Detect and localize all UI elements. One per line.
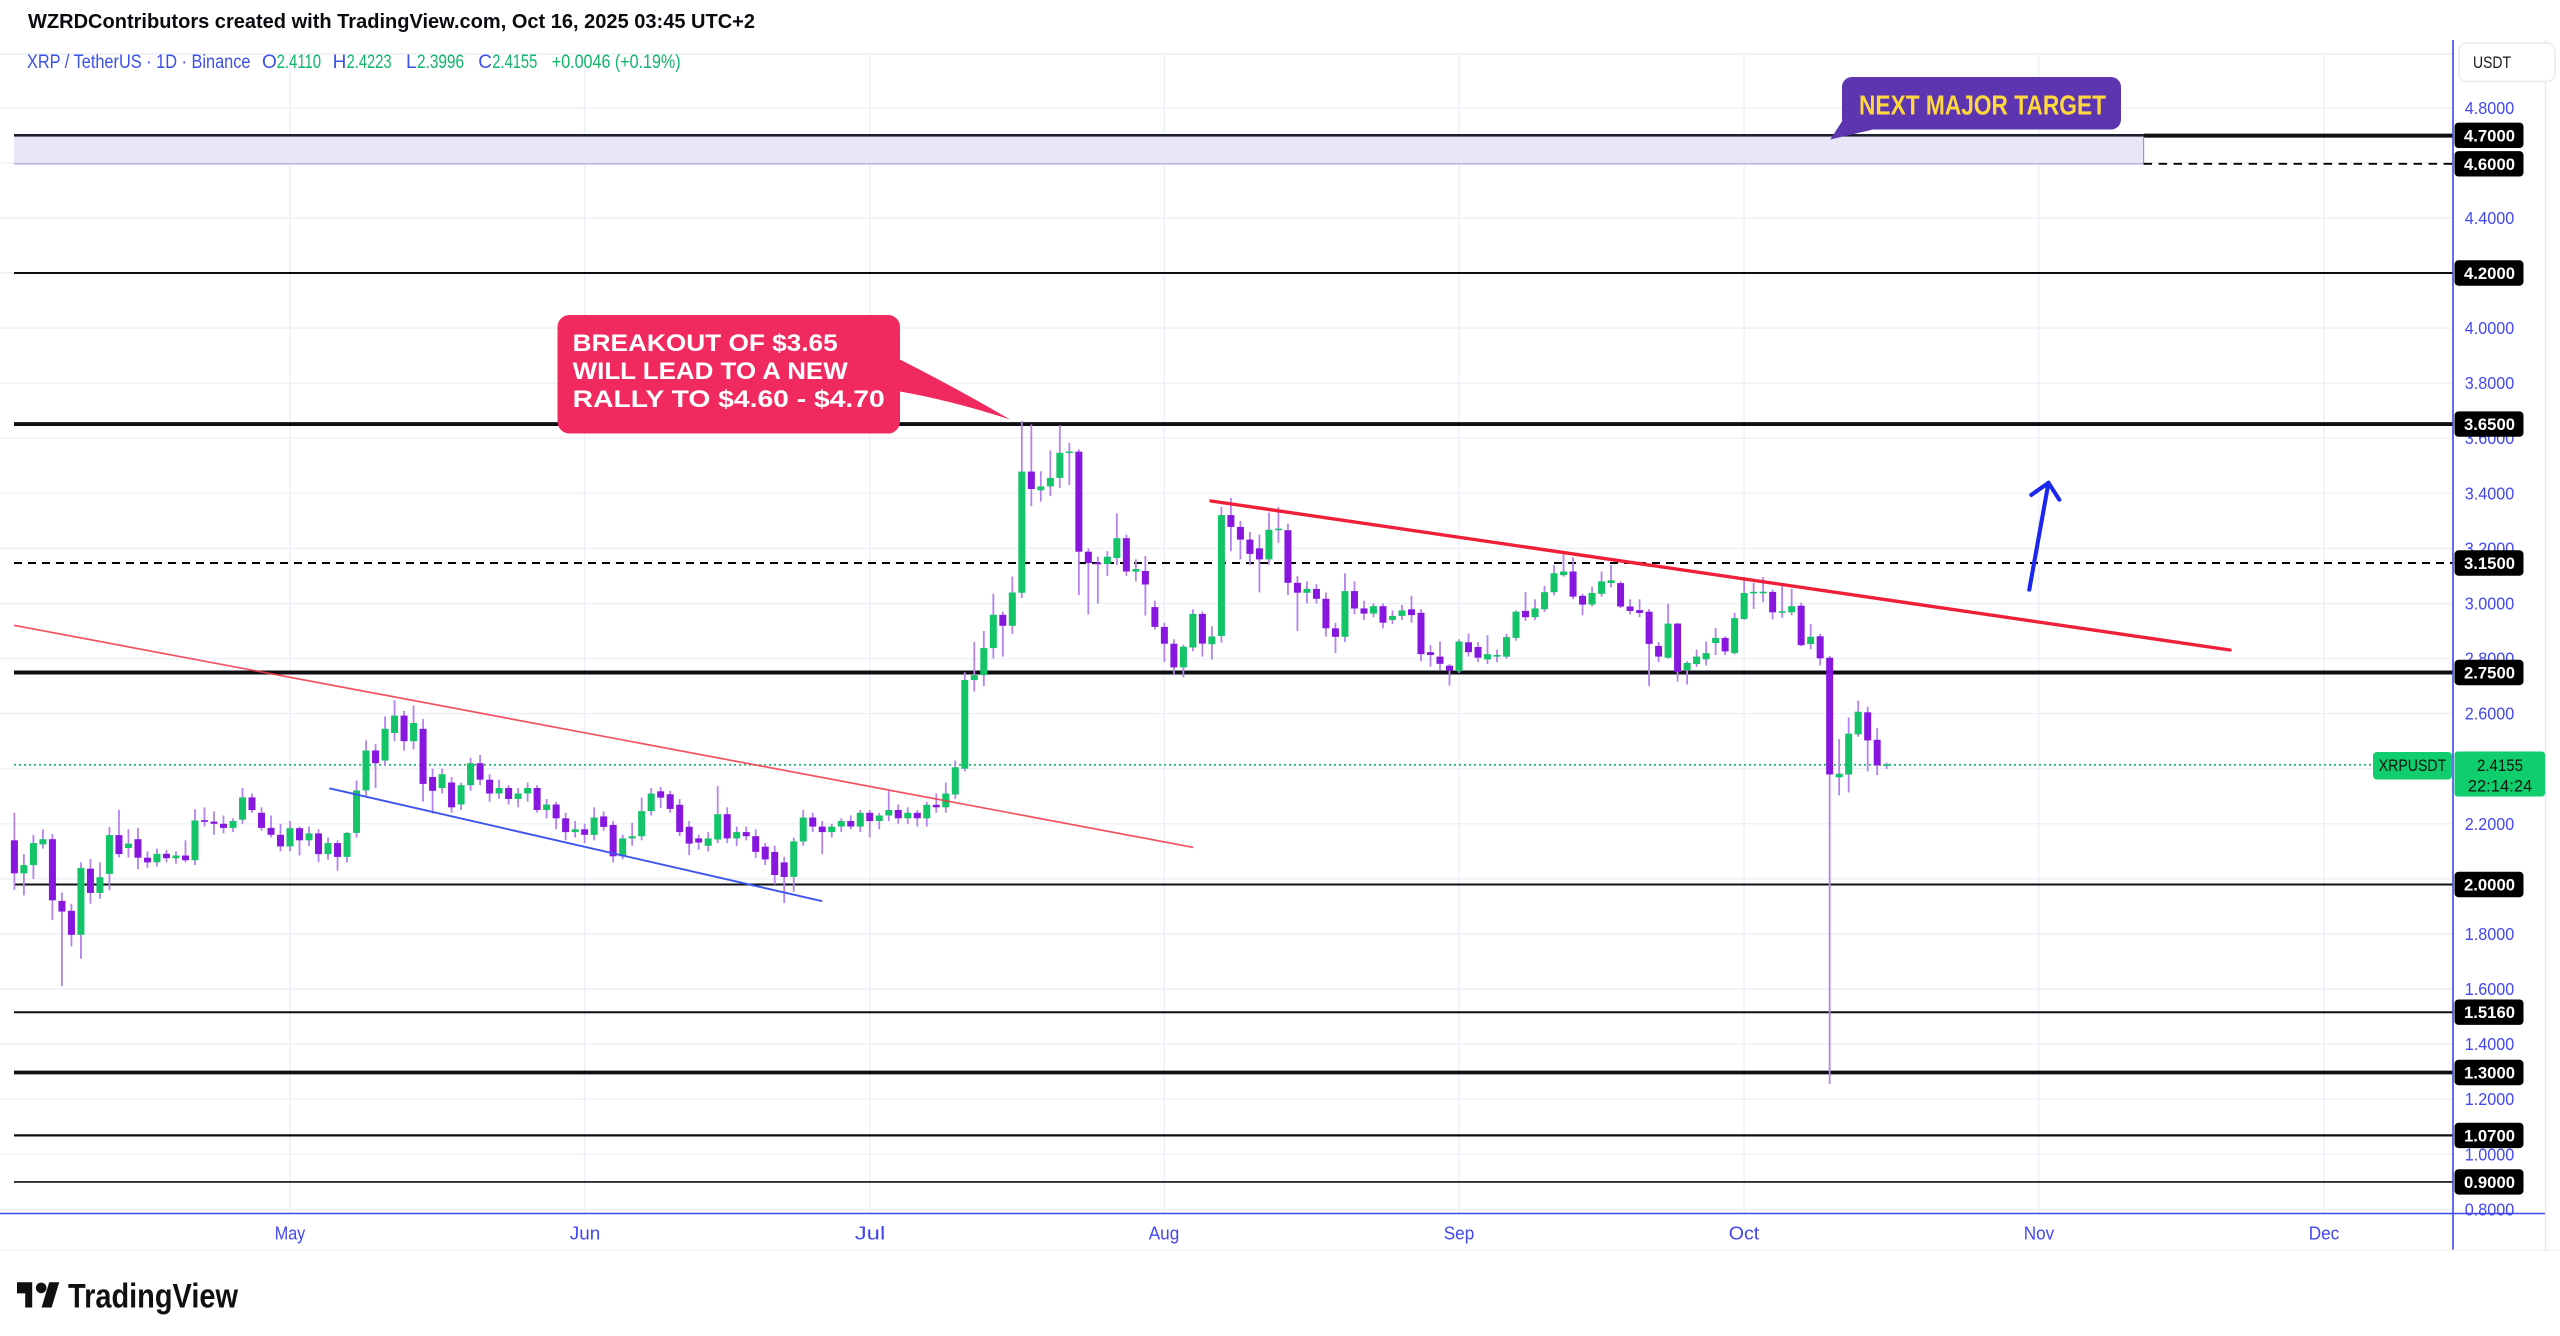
svg-text:4.8000: 4.8000 [2465, 98, 2515, 118]
svg-text:RALLY TO $4.60 - $4.70: RALLY TO $4.60 - $4.70 [573, 386, 885, 413]
svg-text:3.8000: 3.8000 [2465, 373, 2515, 393]
svg-text:Dec: Dec [2309, 1223, 2340, 1244]
svg-text:4.2000: 4.2000 [2464, 264, 2515, 283]
svg-text:WZRDContributors created with: WZRDContributors created with TradingVie… [28, 10, 755, 33]
svg-text:4.7000: 4.7000 [2464, 126, 2515, 145]
svg-text:Sep: Sep [1444, 1223, 1475, 1244]
svg-text:3.4000: 3.4000 [2465, 483, 2515, 503]
svg-text:1.0700: 1.0700 [2464, 1126, 2515, 1145]
svg-text:2.4110: 2.4110 [277, 52, 322, 73]
svg-text:4.4000: 4.4000 [2465, 208, 2515, 228]
svg-text:1.5160: 1.5160 [2464, 1003, 2515, 1022]
svg-text:Jul: Jul [855, 1223, 886, 1244]
svg-text:2.3996: 2.3996 [417, 52, 464, 73]
svg-text:TradingView: TradingView [68, 1278, 238, 1316]
svg-text:USDT: USDT [2473, 53, 2511, 72]
svg-text:1.0000: 1.0000 [2465, 1144, 2515, 1164]
svg-text:1.3000: 1.3000 [2464, 1064, 2515, 1083]
svg-text:3.6500: 3.6500 [2464, 415, 2515, 434]
svg-text:2.4223: 2.4223 [347, 52, 392, 73]
svg-text:WILL LEAD TO A NEW: WILL LEAD TO A NEW [573, 358, 848, 385]
svg-text:May: May [275, 1223, 306, 1244]
svg-text:1.8000: 1.8000 [2465, 924, 2515, 944]
svg-text:Oct: Oct [1729, 1223, 1760, 1244]
svg-text:BREAKOUT OF $3.65: BREAKOUT OF $3.65 [573, 330, 838, 357]
svg-text:Nov: Nov [2024, 1223, 2055, 1244]
svg-text:2.0000: 2.0000 [2464, 876, 2515, 895]
svg-text:+0.0046 (+0.19%): +0.0046 (+0.19%) [552, 52, 681, 73]
svg-text:2.4155: 2.4155 [2477, 756, 2523, 775]
svg-text:Jun: Jun [570, 1223, 601, 1244]
svg-text:1.6000: 1.6000 [2465, 979, 2515, 999]
svg-text:0.8000: 0.8000 [2465, 1199, 2515, 1219]
svg-text:NEXT MAJOR TARGET: NEXT MAJOR TARGET [1859, 90, 2106, 121]
svg-text:XRPUSDT: XRPUSDT [2379, 757, 2447, 775]
svg-text:0.9000: 0.9000 [2464, 1173, 2515, 1192]
svg-text:2.6000: 2.6000 [2465, 704, 2515, 724]
svg-text:1.2000: 1.2000 [2465, 1089, 2515, 1109]
svg-text:H: H [333, 52, 347, 73]
svg-text:L: L [406, 52, 417, 73]
svg-text:XRP / TetherUS · 1D · Binance: XRP / TetherUS · 1D · Binance [27, 52, 251, 73]
svg-text:2.7500: 2.7500 [2464, 664, 2515, 683]
svg-text:22:14:24: 22:14:24 [2468, 778, 2533, 796]
svg-text:4.6000: 4.6000 [2464, 155, 2515, 174]
svg-text:2.4155: 2.4155 [492, 52, 537, 73]
svg-text:3.1500: 3.1500 [2464, 554, 2515, 573]
svg-text:3.0000: 3.0000 [2465, 594, 2515, 614]
svg-text:C: C [478, 52, 492, 73]
svg-text:2.2000: 2.2000 [2465, 814, 2515, 834]
svg-text:1.4000: 1.4000 [2465, 1034, 2515, 1054]
svg-text:Aug: Aug [1149, 1223, 1180, 1244]
svg-text:4.0000: 4.0000 [2465, 318, 2515, 338]
svg-text:O: O [262, 52, 277, 73]
